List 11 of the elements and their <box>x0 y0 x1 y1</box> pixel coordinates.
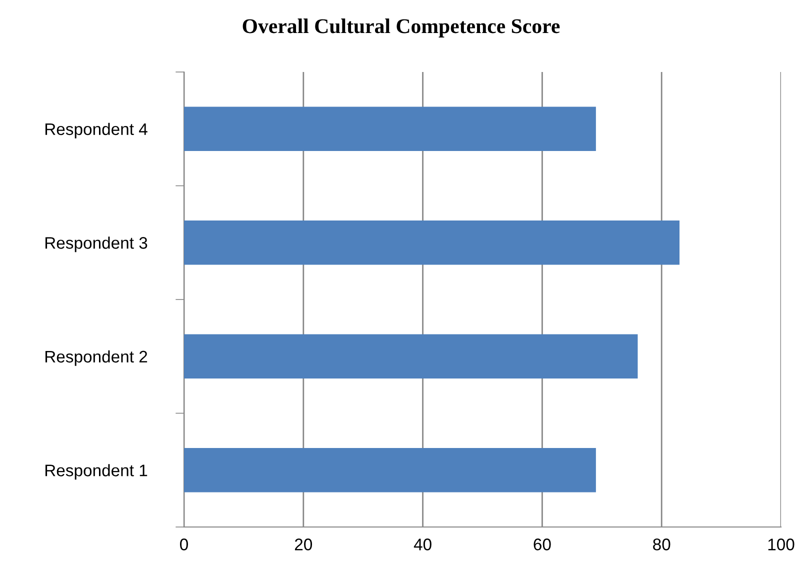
y-tick-label: Respondent 3 <box>45 236 148 252</box>
y-tick-label: Respondent 1 <box>45 464 148 480</box>
x-tick-label: 40 <box>414 538 432 550</box>
y-tick-label: Respondent 4 <box>45 122 148 138</box>
chart-title: Overall Cultural Competence Score <box>242 18 560 38</box>
x-tick-label: 60 <box>534 538 551 550</box>
x-tick-label: 100 <box>768 538 794 550</box>
x-tick-label: 80 <box>653 538 670 550</box>
x-tick-label: 20 <box>294 538 312 550</box>
y-tick-label: Respondent 2 <box>45 350 148 366</box>
x-tick-label: 0 <box>180 538 188 550</box>
